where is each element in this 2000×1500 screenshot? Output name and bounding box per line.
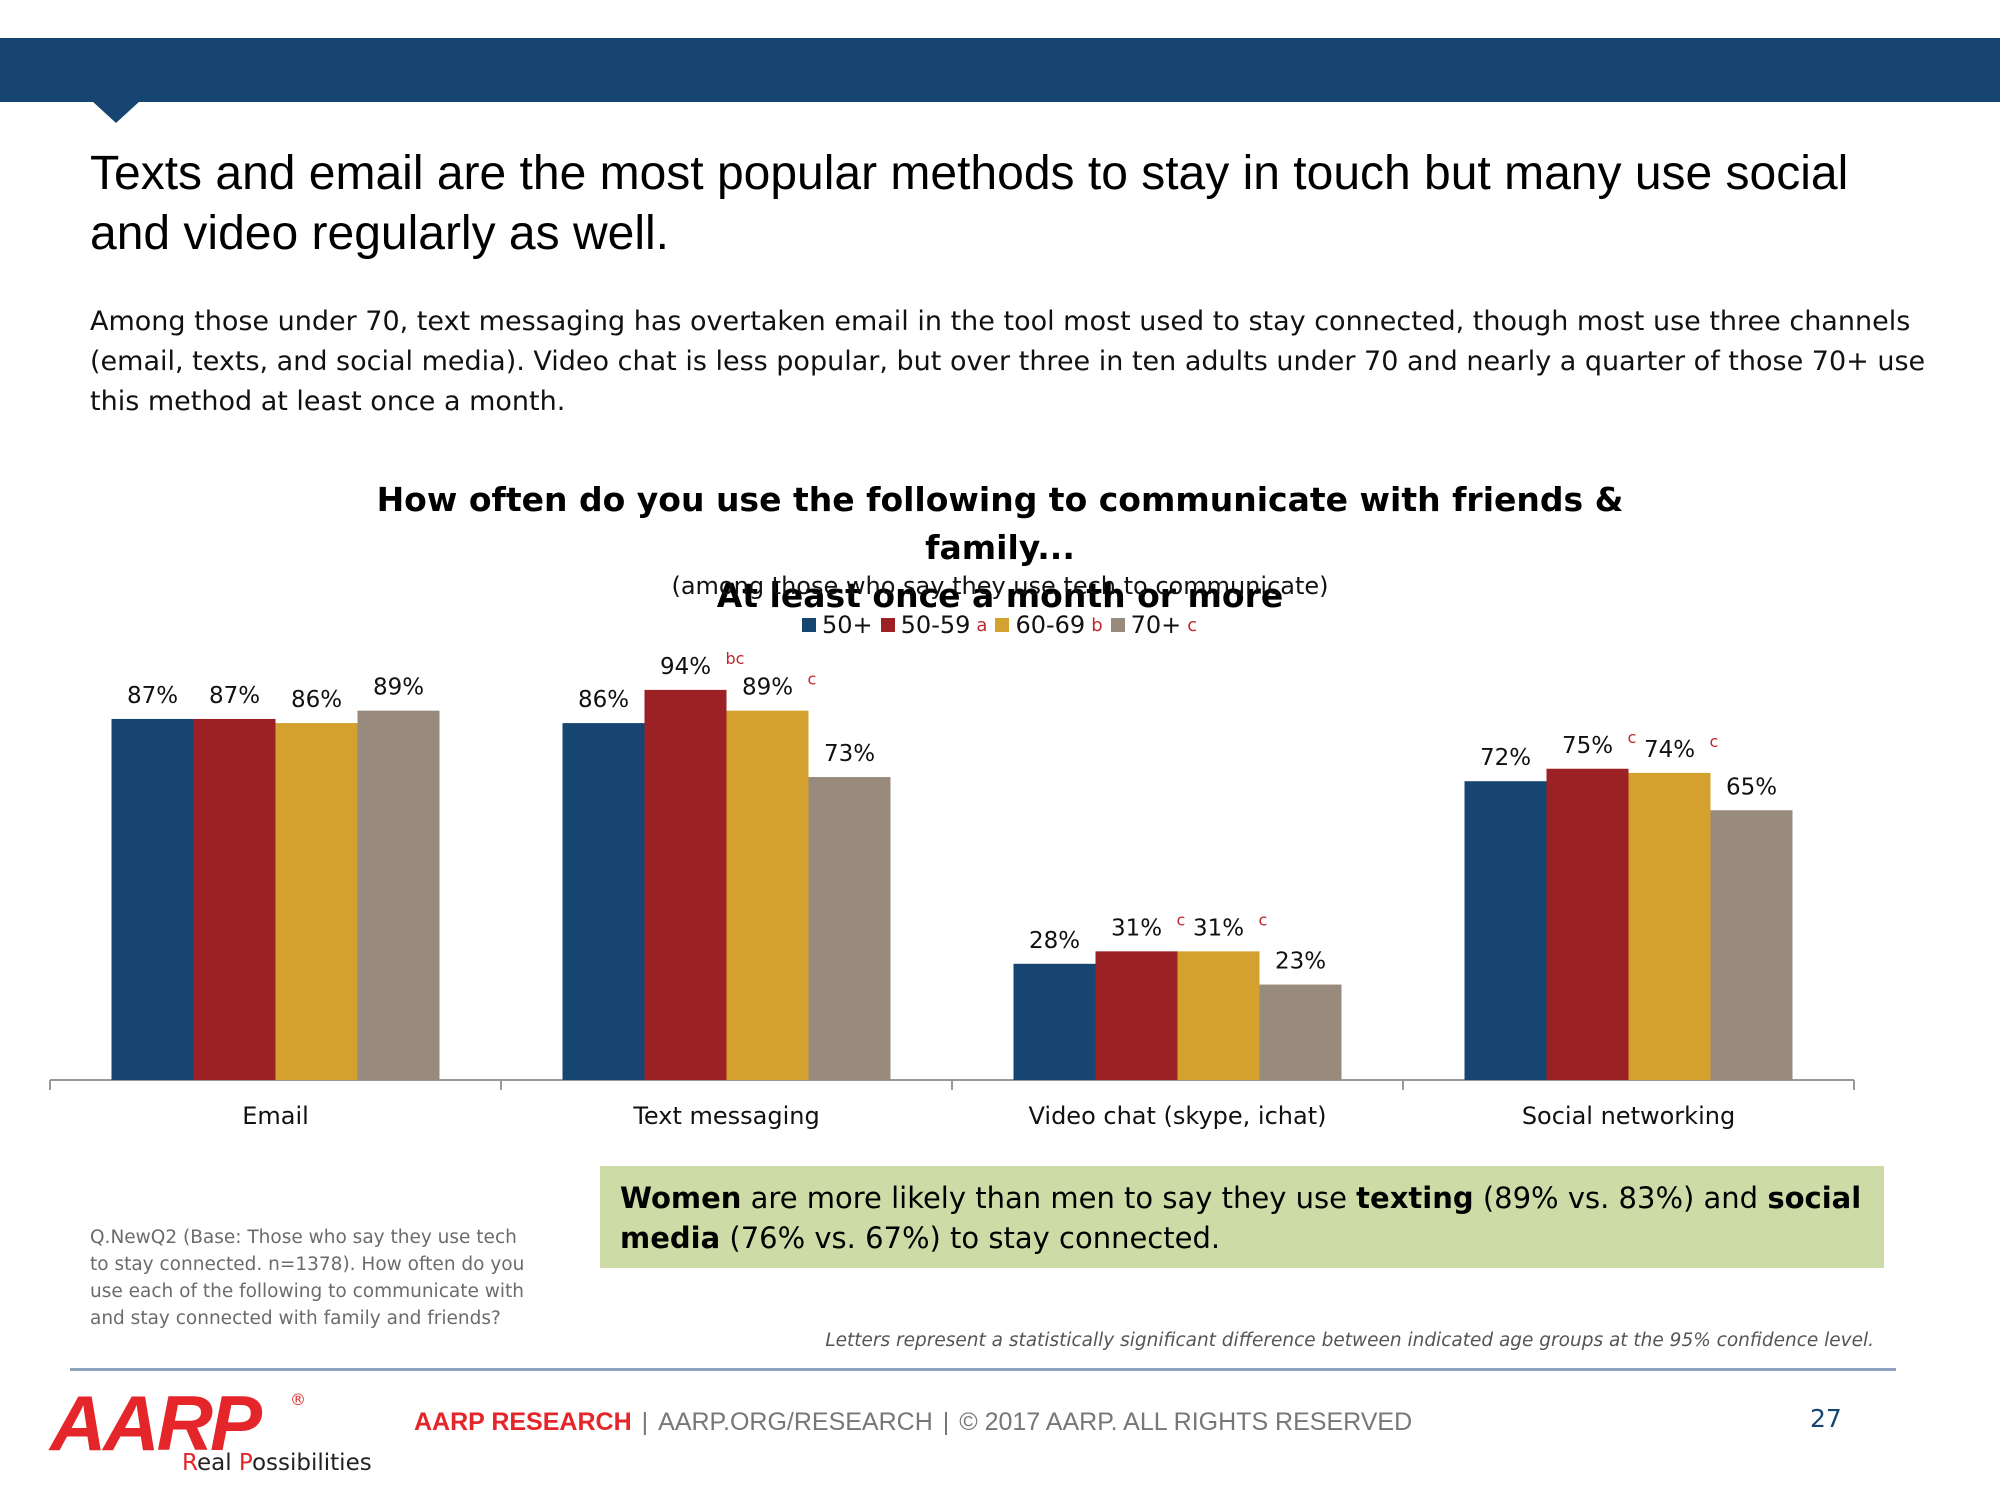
bar — [193, 718, 276, 1080]
category-label: Text messaging — [632, 1102, 819, 1130]
data-label: 86% — [578, 687, 629, 713]
data-label: 87% — [209, 683, 260, 709]
bar — [1177, 951, 1260, 1080]
bar — [275, 723, 358, 1080]
bar — [562, 723, 645, 1080]
legend-swatch-60-69 — [995, 618, 1010, 632]
callout-text-2: (89% vs. 83%) and — [1473, 1181, 1768, 1215]
slide-headline: Texts and email are the most popular met… — [90, 147, 1849, 260]
data-label: 28% — [1029, 928, 1080, 954]
data-label: 89% — [742, 675, 793, 701]
callout-box: Women are more likely than men to say th… — [600, 1166, 1884, 1268]
legend-label-70-plus: 70+ — [1130, 611, 1182, 639]
data-label: 94% — [660, 654, 711, 680]
legend-label-50-59: 50-59 — [900, 611, 971, 639]
data-label: 72% — [1480, 745, 1531, 771]
legend-sig-60-69: b — [1091, 614, 1103, 636]
question-footnote: Q.NewQ2 (Base: Those who say they use te… — [90, 1227, 525, 1329]
data-label: 23% — [1275, 949, 1326, 975]
legend-sig-70-plus: c — [1187, 614, 1198, 636]
logo-tagline: Real Possibilities — [182, 1450, 372, 1476]
category-label: Social networking — [1522, 1102, 1735, 1130]
significance-label: bc — [726, 649, 745, 668]
bar — [1546, 768, 1629, 1080]
bar — [1095, 951, 1178, 1080]
significance-label: c — [1177, 910, 1186, 929]
significance-label: c — [808, 670, 817, 689]
aarp-logo: AARP ® Real Possibilities — [50, 1379, 372, 1486]
chart-title-line-1: How often do you use the following to co… — [376, 480, 1624, 567]
tagline-p: P — [238, 1450, 252, 1476]
data-label: 65% — [1726, 774, 1777, 800]
data-label: 75% — [1562, 733, 1613, 759]
bar — [1259, 984, 1342, 1080]
callout-bold-social-media: social media — [620, 1181, 1862, 1255]
category-label: Video chat (skype, ichat) — [1029, 1102, 1327, 1130]
callout-text-1: are more likely than men to say they use — [741, 1181, 1357, 1215]
category-label: Email — [242, 1102, 309, 1130]
bar — [1710, 810, 1793, 1080]
callout-bold-women: Women — [620, 1181, 742, 1215]
footer-url: AARP.ORG/RESEARCH — [658, 1408, 933, 1436]
chart-legend: 50+ 50-59 a 60-69 b 70+ c — [802, 610, 1205, 640]
footer-separator-1: | — [641, 1408, 649, 1436]
significance-note: Letters represent a statistically signif… — [825, 1330, 1874, 1351]
chart-title: How often do you use the following to co… — [300, 476, 1700, 620]
header-band-notch — [92, 101, 140, 123]
registered-mark: ® — [290, 1390, 306, 1409]
legend-item-60-69: 60-69 b — [995, 611, 1103, 639]
tagline-r: R — [182, 1450, 197, 1476]
data-label: 89% — [373, 675, 424, 701]
bar — [357, 710, 440, 1080]
data-label: 74% — [1644, 737, 1695, 763]
footer-rule — [70, 1368, 1896, 1371]
legend-swatch-70-plus — [1110, 618, 1125, 632]
data-label: 87% — [127, 683, 178, 709]
data-label: 31% — [1111, 915, 1162, 941]
legend-swatch-50-59 — [880, 618, 895, 632]
data-label: 73% — [824, 741, 875, 767]
significance-label: c — [1259, 910, 1268, 929]
chart-title-line-2: At least once a month or more — [716, 576, 1284, 615]
bar — [644, 689, 727, 1080]
legend-item-50-plus: 50+ — [802, 611, 873, 639]
legend-item-70-plus: 70+ c — [1110, 611, 1198, 639]
header-band — [0, 38, 2000, 102]
footer-text: AARP RESEARCH | AARP.ORG/RESEARCH | © 2017 A… — [414, 1408, 1412, 1437]
bar — [808, 777, 891, 1080]
footer-copyright: © 2017 AARP. ALL RIGHTS RESERVED — [959, 1408, 1413, 1436]
legend-label-60-69: 60-69 — [1015, 611, 1086, 639]
tagline-eal: eal — [196, 1450, 239, 1476]
bar — [1464, 781, 1547, 1080]
legend-sig-50-59: a — [976, 614, 988, 636]
callout-text-3: (76% vs. 67%) to stay connected. — [720, 1221, 1221, 1255]
page-number: 27 — [1810, 1404, 1842, 1433]
legend-item-50-59: 50-59 a — [880, 611, 988, 639]
legend-swatch-50-plus — [802, 618, 816, 632]
legend-label-50-plus: 50+ — [822, 611, 873, 639]
tagline-ossibilities: ossibilities — [251, 1450, 372, 1476]
significance-label: c — [1710, 732, 1719, 751]
data-label: 86% — [291, 687, 342, 713]
slide-intro: Among those under 70, text messaging has… — [90, 306, 1926, 417]
bar — [1013, 963, 1096, 1080]
bar — [726, 710, 809, 1080]
bar — [1628, 772, 1711, 1080]
significance-label: c — [1628, 728, 1637, 747]
callout-bold-texting: texting — [1356, 1181, 1474, 1215]
aarp-logo-wordmark: AARP — [50, 1379, 262, 1467]
footer-separator-2: | — [942, 1408, 950, 1436]
bar — [111, 718, 194, 1080]
footer-brand: AARP RESEARCH — [414, 1408, 632, 1436]
chart-subtitle: (among those who say they use tech to co… — [671, 572, 1329, 600]
data-label: 31% — [1193, 915, 1244, 941]
